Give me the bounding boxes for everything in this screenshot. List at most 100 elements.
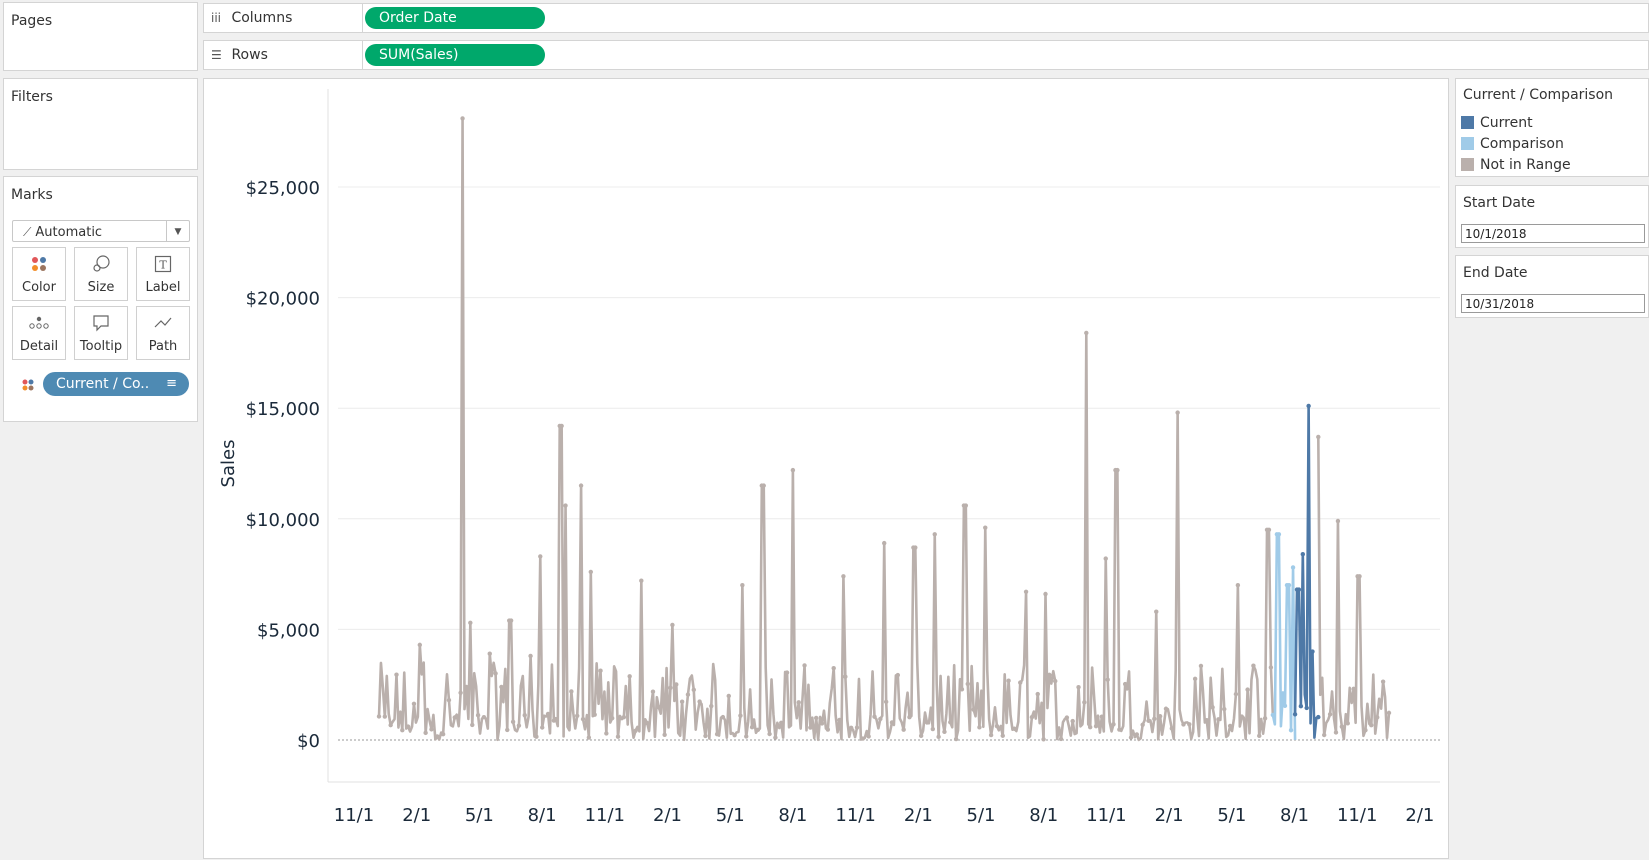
legend-item-current[interactable]: Current	[1461, 115, 1533, 133]
data-point	[470, 722, 475, 728]
size-button[interactable]: Size	[74, 247, 128, 301]
data-point	[1282, 703, 1288, 709]
data-point	[376, 714, 382, 719]
data-point	[872, 714, 877, 719]
data-point	[1047, 672, 1052, 678]
data-point	[1268, 665, 1274, 670]
legend-item-comparison[interactable]: Comparison	[1461, 136, 1564, 154]
data-point	[1369, 723, 1374, 728]
text-label-icon: T	[137, 254, 189, 280]
columns-shelf[interactable]: iii Columns Order Date	[203, 3, 1649, 33]
rows-icon: ☰	[211, 48, 222, 62]
x-tick-label: 8/1	[1280, 805, 1309, 826]
x-tick-label: 5/1	[465, 805, 494, 826]
data-point	[656, 705, 662, 710]
legend-label: Not in Range	[1480, 157, 1571, 173]
data-point	[615, 734, 621, 739]
data-point	[475, 713, 481, 718]
sales-line-chart[interactable]: $0 $5,000 $10,000 $15,000 $20,000 $25,000 Sale…	[204, 79, 1448, 858]
x-tick-label: 8/1	[528, 805, 557, 826]
data-point	[394, 672, 399, 677]
color-icon	[13, 254, 65, 280]
data-point	[1084, 330, 1089, 336]
data-point	[790, 467, 796, 473]
x-tick-label: 11/1	[1086, 805, 1126, 826]
data-point	[1012, 726, 1017, 731]
data-point	[697, 699, 702, 704]
mark-type-dropdown[interactable]: ⟋ Automatic ▼	[12, 220, 190, 242]
data-point	[1292, 712, 1298, 717]
data-point	[1222, 706, 1227, 712]
data-point	[493, 671, 498, 676]
data-point	[505, 727, 510, 733]
data-point	[1288, 728, 1294, 733]
data-point	[588, 569, 594, 575]
data-point	[382, 714, 388, 719]
filters-panel[interactable]: Filters	[3, 78, 198, 170]
data-point	[1380, 679, 1386, 684]
legend-item-not-in-range[interactable]: Not in Range	[1461, 157, 1571, 175]
shelf-divider	[362, 41, 363, 69]
data-point	[405, 724, 411, 729]
tooltip-icon	[75, 313, 127, 339]
tooltip-button[interactable]: Tooltip	[74, 306, 128, 360]
data-point	[1157, 714, 1163, 719]
chart-area[interactable]: $0 $5,000 $10,000 $15,000 $20,000 $25,000 Sale…	[203, 78, 1449, 859]
data-point	[1140, 722, 1145, 727]
data-point	[1306, 403, 1311, 409]
data-point	[761, 483, 766, 488]
data-point	[1198, 663, 1204, 669]
columns-shelf-label: iii Columns	[211, 10, 356, 26]
data-point	[1103, 556, 1108, 561]
pages-panel[interactable]: Pages	[3, 2, 198, 71]
data-point	[779, 720, 784, 726]
data-point	[452, 715, 457, 720]
data-point	[942, 729, 947, 735]
data-point	[767, 731, 772, 737]
end-date-input[interactable]: 10/31/2018	[1461, 294, 1645, 313]
line-mark-icon: ⟋	[23, 225, 32, 239]
order-date-pill[interactable]: Order Date	[365, 7, 545, 29]
sum-sales-pill[interactable]: SUM(Sales)	[365, 44, 545, 66]
end-date-parameter: End Date 10/31/2018	[1455, 255, 1649, 318]
current-comparison-pill[interactable]: Current / Co.. ≡	[43, 372, 189, 396]
path-icon	[137, 313, 189, 339]
data-point	[662, 732, 667, 737]
color-label: Color	[22, 280, 56, 295]
x-tick-label: 2/1	[653, 805, 682, 826]
data-point	[644, 720, 650, 726]
data-point	[569, 689, 574, 694]
data-point	[670, 622, 675, 628]
y-tick-label: $5,000	[257, 620, 320, 641]
data-point	[1152, 716, 1157, 722]
marks-panel: Marks ⟋ Automatic ▼ Color Size T Label De…	[3, 176, 198, 422]
detail-button[interactable]: Detail	[12, 306, 66, 360]
filters-title: Filters	[11, 89, 53, 105]
data-point	[468, 620, 473, 625]
data-point	[1276, 532, 1282, 537]
path-button[interactable]: Path	[136, 306, 190, 360]
rows-shelf[interactable]: ☰ Rows SUM(Sales)	[203, 40, 1649, 70]
data-point	[1105, 677, 1110, 682]
data-point	[1175, 410, 1180, 415]
data-point	[1257, 733, 1262, 739]
label-button[interactable]: T Label	[136, 247, 190, 301]
data-point	[755, 727, 761, 733]
x-tick-label: 11/1	[334, 805, 374, 826]
data-point	[1375, 715, 1380, 720]
data-point	[604, 731, 609, 736]
data-point	[621, 715, 627, 720]
data-point	[796, 700, 801, 705]
color-button[interactable]: Color	[12, 247, 66, 301]
data-point	[487, 651, 492, 656]
data-point	[627, 674, 632, 679]
data-point	[1099, 714, 1105, 719]
data-point	[458, 690, 463, 696]
data-point	[740, 582, 745, 588]
start-date-input[interactable]: 10/1/2018	[1461, 224, 1645, 243]
data-point	[1093, 723, 1099, 729]
data-point	[709, 703, 714, 709]
data-point	[1245, 687, 1250, 692]
data-point	[732, 732, 737, 738]
detail-icon	[13, 313, 65, 339]
